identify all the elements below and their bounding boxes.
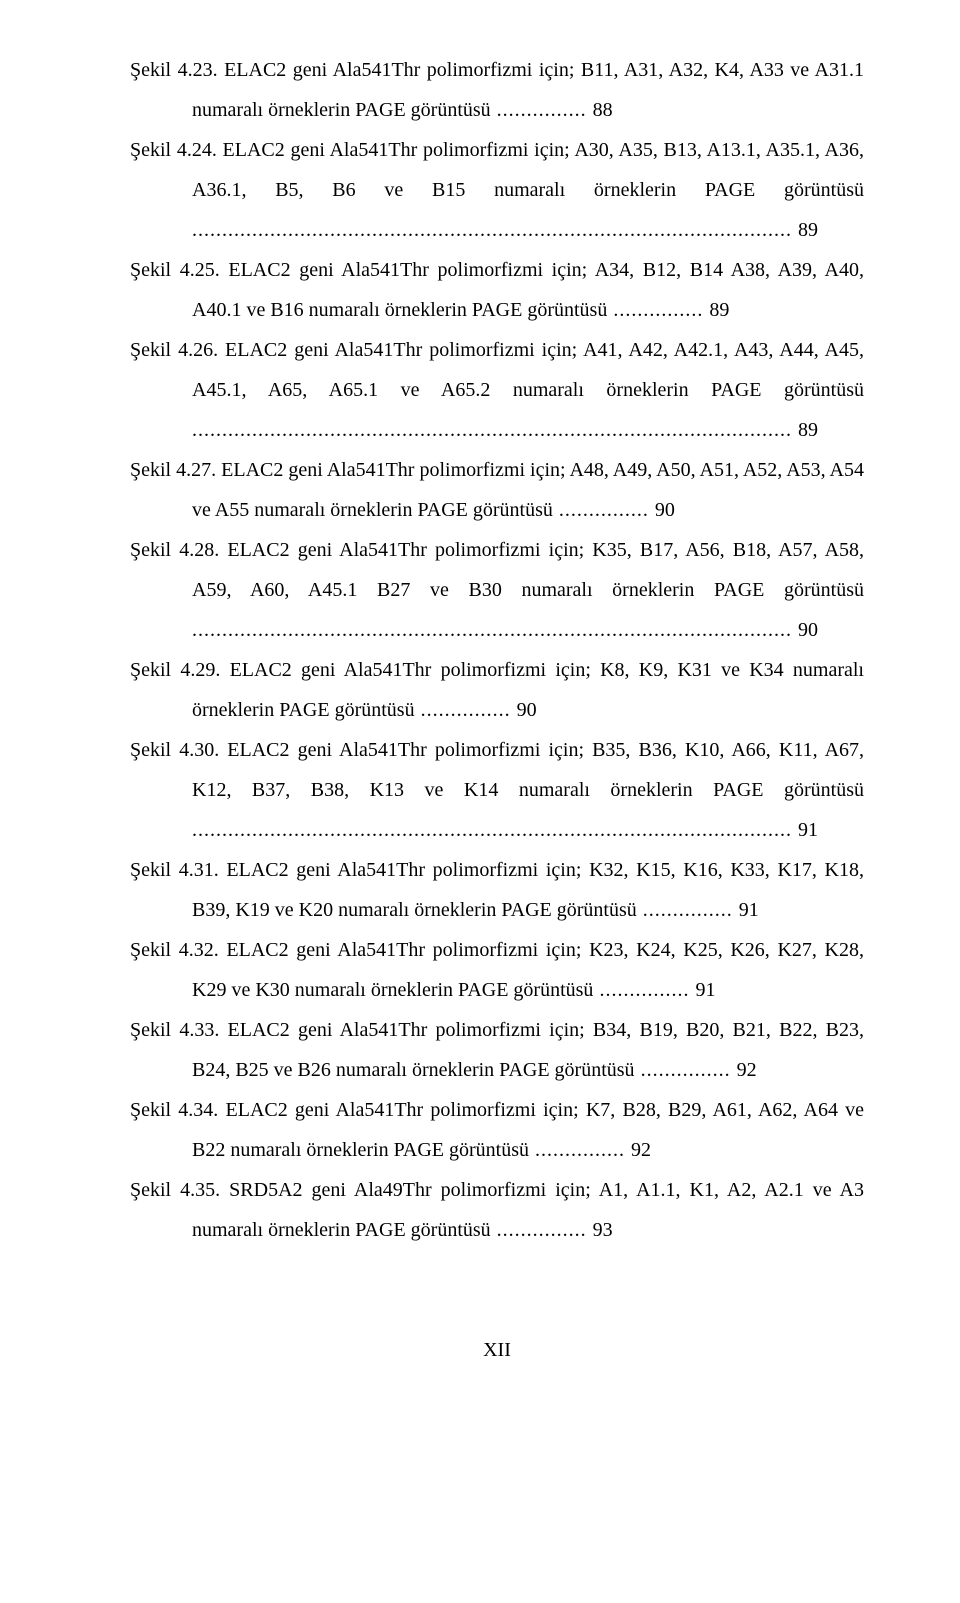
entry-body: ELAC2 geni Ala541Thr polimorfizmi için; … <box>192 859 864 921</box>
figure-entry: Şekil 4.33. ELAC2 geni Ala541Thr polimor… <box>130 1010 864 1090</box>
leader-dots: ........................................… <box>192 419 798 441</box>
figure-entry: Şekil 4.32. ELAC2 geni Ala541Thr polimor… <box>130 930 864 1010</box>
leader-dots: ............... <box>637 899 739 921</box>
leader-dots: ............... <box>607 299 709 321</box>
entry-body: ELAC2 geni Ala541Thr polimorfizmi için; … <box>192 939 864 1001</box>
entry-page: 93 <box>593 1219 613 1241</box>
entry-body: ELAC2 geni Ala541Thr polimorfizmi için; … <box>192 1019 864 1081</box>
figure-entry: Şekil 4.31. ELAC2 geni Ala541Thr polimor… <box>130 850 864 930</box>
leader-dots: ............... <box>415 699 517 721</box>
entry-page: 90 <box>517 699 537 721</box>
entry-body: ELAC2 geni Ala541Thr polimorfizmi için; … <box>192 1099 864 1161</box>
leader-dots: ............... <box>529 1139 631 1161</box>
entry-page: 89 <box>798 419 818 441</box>
figure-entry: Şekil 4.28. ELAC2 geni Ala541Thr polimor… <box>130 530 864 650</box>
entry-label: Şekil 4.34. <box>130 1099 218 1121</box>
entry-page: 90 <box>798 619 818 641</box>
leader-dots: ........................................… <box>192 219 798 241</box>
entry-label: Şekil 4.23. <box>130 59 218 81</box>
figure-entry: Şekil 4.34. ELAC2 geni Ala541Thr polimor… <box>130 1090 864 1170</box>
figure-entry: Şekil 4.27. ELAC2 geni Ala541Thr polimor… <box>130 450 864 530</box>
leader-dots: ............... <box>491 99 593 121</box>
page-number: XII <box>130 1330 864 1370</box>
entry-label: Şekil 4.27. <box>130 459 216 481</box>
leader-dots: ............... <box>553 499 655 521</box>
entry-label: Şekil 4.32. <box>130 939 219 961</box>
entry-page: 89 <box>709 299 729 321</box>
entry-body: ELAC2 geni Ala541Thr polimorfizmi için; … <box>192 539 864 601</box>
entry-body: ELAC2 geni Ala541Thr polimorfizmi için; … <box>192 139 864 201</box>
figure-entry: Şekil 4.30. ELAC2 geni Ala541Thr polimor… <box>130 730 864 850</box>
entry-page: 91 <box>695 979 715 1001</box>
entry-body: ELAC2 geni Ala541Thr polimorfizmi için; … <box>192 739 864 801</box>
entry-label: Şekil 4.24. <box>130 139 217 161</box>
entry-label: Şekil 4.33. <box>130 1019 219 1041</box>
entry-page: 91 <box>739 899 759 921</box>
figure-entry: Şekil 4.24. ELAC2 geni Ala541Thr polimor… <box>130 130 864 250</box>
entry-body: ELAC2 geni Ala541Thr polimorfizmi için; … <box>192 259 864 321</box>
figure-entry: Şekil 4.29. ELAC2 geni Ala541Thr polimor… <box>130 650 864 730</box>
entry-label: Şekil 4.28. <box>130 539 219 561</box>
entry-page: 91 <box>798 819 818 841</box>
entry-label: Şekil 4.31. <box>130 859 219 881</box>
leader-dots: ........................................… <box>192 819 798 841</box>
entry-page: 92 <box>737 1059 757 1081</box>
leader-dots: ............... <box>593 979 695 1001</box>
entry-label: Şekil 4.25. <box>130 259 220 281</box>
figure-list: Şekil 4.23. ELAC2 geni Ala541Thr polimor… <box>130 50 864 1250</box>
entry-page: 89 <box>798 219 818 241</box>
figure-entry: Şekil 4.35. SRD5A2 geni Ala49Thr polimor… <box>130 1170 864 1250</box>
figure-entry: Şekil 4.25. ELAC2 geni Ala541Thr polimor… <box>130 250 864 330</box>
figure-entry: Şekil 4.26. ELAC2 geni Ala541Thr polimor… <box>130 330 864 450</box>
entry-page: 90 <box>655 499 675 521</box>
entry-page: 88 <box>593 99 613 121</box>
entry-label: Şekil 4.35. <box>130 1179 220 1201</box>
entry-label: Şekil 4.29. <box>130 659 220 681</box>
entry-label: Şekil 4.30. <box>130 739 219 761</box>
leader-dots: ............... <box>635 1059 737 1081</box>
leader-dots: ........................................… <box>192 619 798 641</box>
figure-entry: Şekil 4.23. ELAC2 geni Ala541Thr polimor… <box>130 50 864 130</box>
entry-page: 92 <box>631 1139 651 1161</box>
entry-body: ELAC2 geni Ala541Thr polimorfizmi için; … <box>192 339 864 401</box>
entry-body: ELAC2 geni Ala541Thr polimorfizmi için; … <box>192 459 864 521</box>
leader-dots: ............... <box>491 1219 593 1241</box>
entry-label: Şekil 4.26. <box>130 339 218 361</box>
